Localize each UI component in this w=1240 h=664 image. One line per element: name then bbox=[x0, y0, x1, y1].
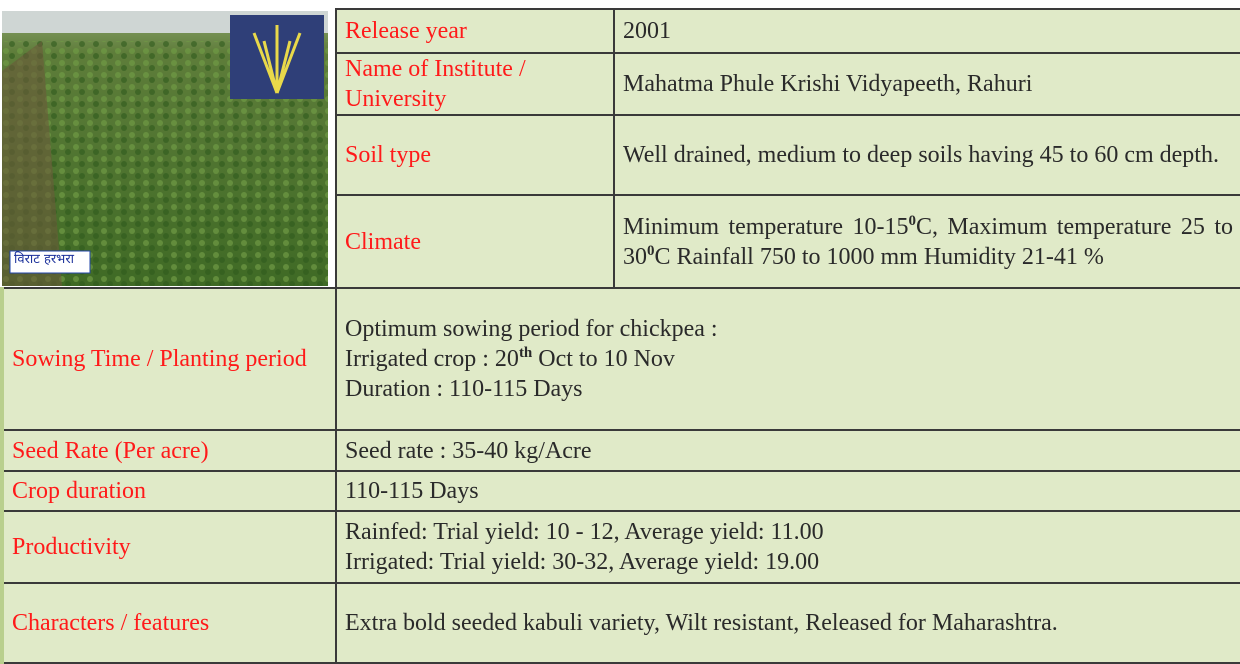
caption-box bbox=[9, 250, 91, 273]
field-label: Soil type bbox=[335, 114, 615, 196]
text: Seed rate : 35-40 kg/Acre bbox=[345, 437, 592, 464]
text-line: Mahatma Phule Krishi Vidyapeeth, Rahuri bbox=[623, 69, 1233, 99]
text: Oct to 10 Nov bbox=[532, 346, 675, 372]
text: Mahatma Phule Krishi Vidyapeeth, Rahuri bbox=[623, 71, 1033, 97]
field-value: Extra bold seeded kabuli variety, Wilt r… bbox=[335, 582, 1240, 664]
plant bbox=[252, 24, 302, 94]
row: Sowing Time / Planting period Optimum sow… bbox=[0, 287, 1240, 431]
text-line: 110-115 Days bbox=[345, 476, 1233, 506]
text-line: Seed rate : 35-40 kg/Acre bbox=[345, 436, 1233, 466]
row: Soil type Well drained, medium to deep so… bbox=[2, 114, 1240, 196]
text: Rainfed: Trial yield: 10 - 12, Average y… bbox=[345, 519, 824, 545]
superscript: th bbox=[518, 345, 533, 361]
text-line: 2001 bbox=[623, 16, 1233, 46]
field-label: Name of Institute / University bbox=[335, 52, 615, 116]
row: Productivity Rainfed: Trial yield: 10 - 1… bbox=[0, 510, 1240, 584]
field-label: Seed Rate (Per acre) bbox=[0, 429, 337, 472]
text: Optimum sowing period for chickpea : bbox=[345, 316, 718, 342]
crop-photo bbox=[2, 10, 328, 286]
superscript: 0 bbox=[908, 212, 916, 229]
field-label: Crop duration bbox=[0, 470, 337, 512]
field-value: Seed rate : 35-40 kg/Acre bbox=[335, 429, 1240, 472]
row: Crop duration 110-115 Days bbox=[0, 470, 1240, 512]
variety-table: विराट हरभरा Release year 2001 Name of Insti… bbox=[0, 8, 1240, 664]
text-line: Duration : 110-115 Days bbox=[345, 374, 1233, 404]
superscript: 0 bbox=[647, 242, 655, 259]
row: Climate Minimum temperature 10-150C, Maxi… bbox=[2, 194, 1240, 289]
text-line: Well drained, medium to deep soils havin… bbox=[623, 140, 1233, 170]
text: Irrigated crop : 20 bbox=[345, 346, 519, 372]
text: Well drained, medium to deep soils havin… bbox=[623, 142, 1219, 168]
text: 110-115 Days bbox=[345, 478, 479, 504]
row: Seed Rate (Per acre) Seed rate : 35-40 kg… bbox=[0, 429, 1240, 472]
field-value: Rainfed: Trial yield: 10 - 12, Average y… bbox=[335, 510, 1240, 584]
row: Name of Institute / University Mahatma Ph… bbox=[2, 52, 1240, 116]
field-label: Release year bbox=[335, 8, 615, 54]
field-value: Optimum sowing period for chickpea : Irri… bbox=[335, 287, 1240, 431]
text: Minimum temperature 10-15 bbox=[623, 213, 909, 240]
field-label: Productivity bbox=[0, 510, 337, 584]
field-value: Well drained, medium to deep soils havin… bbox=[613, 114, 1240, 196]
row: Characters / features Extra bold seeded k… bbox=[0, 582, 1240, 664]
text-line: Extra bold seeded kabuli variety, Wilt r… bbox=[345, 608, 1233, 638]
path bbox=[2, 40, 62, 286]
field-label: Sowing Time / Planting period bbox=[0, 287, 337, 431]
text: C, Maximum temperature 25 to 30 bbox=[623, 213, 1233, 270]
photo-caption: विराट हरभरा bbox=[14, 252, 75, 267]
text-line: Minimum temperature 10-150C, Maximum tem… bbox=[623, 212, 1233, 272]
field-label: Characters / features bbox=[0, 582, 337, 664]
text-line: Irrigated: Trial yield: 30-32, Average y… bbox=[345, 547, 1233, 577]
text: Irrigated: Trial yield: 30-32, Average y… bbox=[345, 549, 820, 575]
field-value: Minimum temperature 10-150C, Maximum tem… bbox=[613, 194, 1240, 289]
text: 2001 bbox=[623, 18, 671, 44]
field-value: Mahatma Phule Krishi Vidyapeeth, Rahuri bbox=[613, 52, 1240, 116]
field-label: Climate bbox=[335, 194, 615, 289]
text-line: Rainfed: Trial yield: 10 - 12, Average y… bbox=[345, 517, 1233, 547]
text-line: Irrigated crop : 20th Oct to 10 Nov bbox=[345, 344, 1233, 374]
text-line: Optimum sowing period for chickpea : bbox=[345, 314, 1233, 344]
text: Duration : 110-115 Days bbox=[345, 376, 583, 402]
row: विराट हरभरा Release year 2001 bbox=[2, 8, 1240, 289]
photo-cell: विराट हरभरा bbox=[2, 9, 337, 289]
field-value: 110-115 Days bbox=[335, 470, 1240, 512]
text: Extra bold seeded kabuli variety, Wilt r… bbox=[345, 610, 1058, 636]
text: C Rainfall 750 to 1000 mm Humidity 21-41… bbox=[654, 243, 1104, 270]
field-value: 2001 bbox=[613, 8, 1240, 54]
